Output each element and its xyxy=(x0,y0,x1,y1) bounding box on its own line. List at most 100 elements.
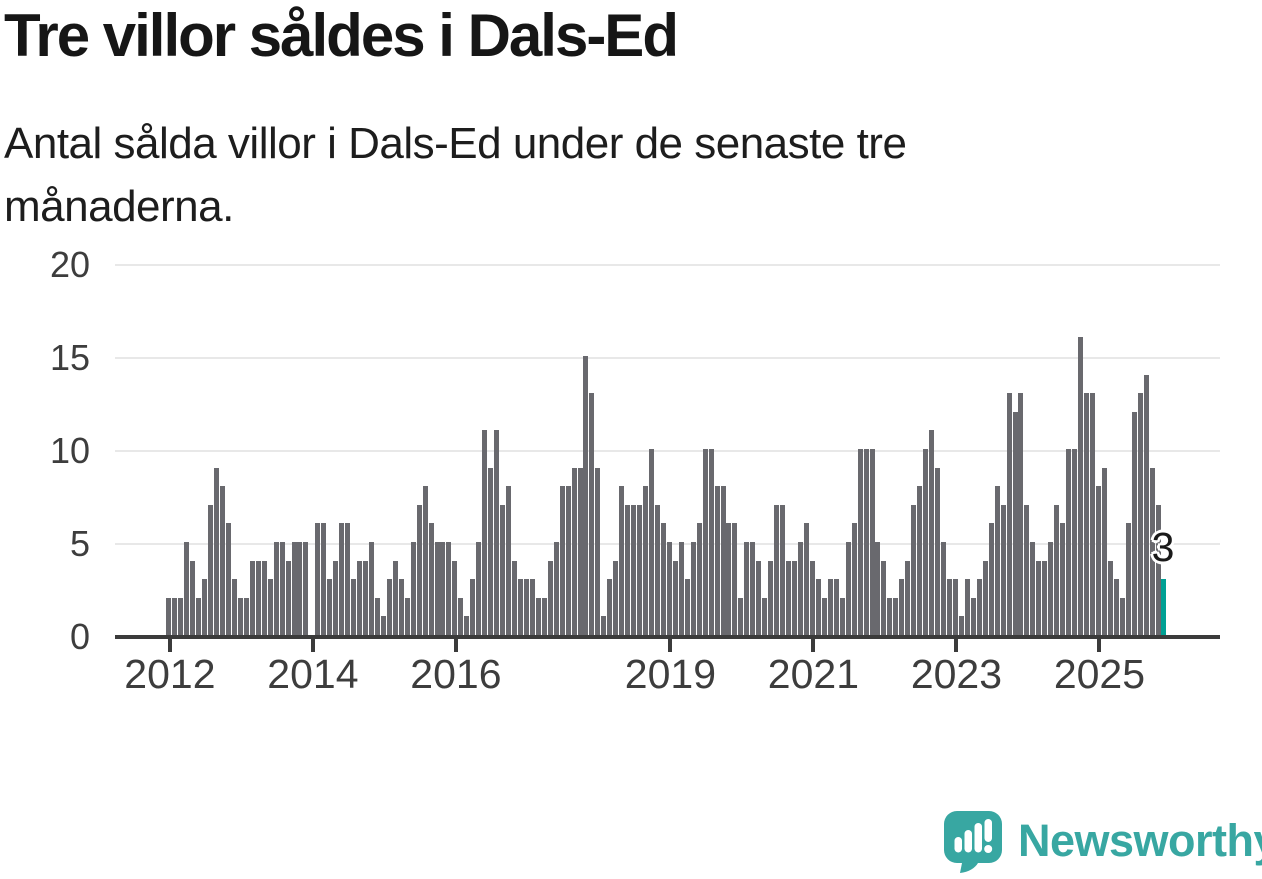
bar xyxy=(690,542,696,635)
y-axis-tick-label: 10 xyxy=(49,430,90,471)
bar xyxy=(225,523,231,635)
bar xyxy=(196,598,202,635)
bar xyxy=(786,561,792,635)
newsworthy-bar-chart-speech-bubble-icon xyxy=(944,810,1002,878)
bar xyxy=(339,523,345,635)
bar xyxy=(392,561,398,635)
bar xyxy=(994,486,1000,635)
x-axis-tick xyxy=(668,639,673,652)
bar xyxy=(1125,523,1131,635)
bar xyxy=(1072,449,1078,635)
bar xyxy=(428,523,434,635)
bar xyxy=(768,561,774,635)
bar xyxy=(333,561,339,635)
bar xyxy=(1084,393,1089,635)
bar xyxy=(178,598,184,635)
bar xyxy=(929,430,935,635)
bar xyxy=(386,579,392,635)
gridline xyxy=(115,450,1220,452)
x-axis-tick xyxy=(811,639,816,652)
bar xyxy=(345,523,351,635)
bar xyxy=(958,616,964,635)
bar xyxy=(523,579,529,635)
bar xyxy=(255,561,261,635)
bar xyxy=(446,542,452,635)
bar xyxy=(1054,505,1060,635)
bar xyxy=(821,598,827,635)
x-axis-tick xyxy=(453,639,458,652)
bar xyxy=(315,523,321,635)
bar xyxy=(839,598,845,635)
bar xyxy=(511,561,517,635)
bar xyxy=(774,505,780,635)
bar xyxy=(166,598,172,635)
bar xyxy=(1042,561,1048,635)
bar xyxy=(666,542,672,635)
bar xyxy=(1030,542,1036,635)
bar xyxy=(935,468,941,635)
bar xyxy=(601,616,607,635)
brand-name: Newsworthy xyxy=(1018,815,1262,866)
x-axis-tick xyxy=(167,639,172,652)
bar xyxy=(815,579,821,635)
bar xyxy=(708,449,714,635)
bar xyxy=(321,523,327,635)
gridline xyxy=(115,357,1220,359)
bar xyxy=(1048,542,1054,635)
bar xyxy=(202,579,208,635)
bar xyxy=(553,542,559,635)
bar xyxy=(357,561,363,635)
bar xyxy=(231,579,237,635)
bar xyxy=(583,356,589,635)
bar xyxy=(577,468,583,635)
bar xyxy=(517,579,523,635)
bar xyxy=(547,561,553,635)
bar xyxy=(917,486,923,635)
bar xyxy=(756,561,762,635)
bar xyxy=(500,505,506,635)
bar xyxy=(541,598,547,635)
x-axis-tick-label: 2012 xyxy=(124,651,216,697)
bar xyxy=(893,598,899,635)
bar xyxy=(619,486,625,635)
bar xyxy=(1155,505,1161,635)
bar xyxy=(368,542,374,635)
bar xyxy=(654,505,660,635)
bar xyxy=(780,505,786,635)
x-axis-tick-label: 2021 xyxy=(767,651,860,697)
bar xyxy=(440,542,446,635)
bar xyxy=(845,542,851,635)
bar xyxy=(899,579,905,635)
bar xyxy=(637,505,643,635)
bar xyxy=(762,598,768,635)
bar xyxy=(565,486,571,635)
bar xyxy=(452,561,458,635)
bar xyxy=(649,449,655,635)
bar xyxy=(827,579,833,635)
bar xyxy=(863,449,869,635)
bar xyxy=(809,561,815,635)
bar xyxy=(374,598,380,635)
bar xyxy=(595,468,601,635)
bar xyxy=(243,598,249,635)
bar xyxy=(1024,505,1030,635)
bar xyxy=(905,561,911,635)
bar xyxy=(875,542,881,635)
bar xyxy=(416,505,422,635)
x-axis-line xyxy=(115,635,1220,639)
bar xyxy=(297,542,303,635)
bar xyxy=(887,598,893,635)
bar xyxy=(184,542,190,635)
bar xyxy=(464,616,470,635)
bar xyxy=(696,523,702,635)
bar xyxy=(881,561,887,635)
bar xyxy=(1119,598,1125,635)
bar xyxy=(261,561,267,635)
bar xyxy=(1000,505,1006,635)
bar xyxy=(1012,412,1018,635)
bar xyxy=(422,486,428,635)
bar xyxy=(851,523,857,635)
y-axis-tick-label: 0 xyxy=(69,616,90,657)
bar xyxy=(976,579,982,635)
bar xyxy=(363,561,369,635)
